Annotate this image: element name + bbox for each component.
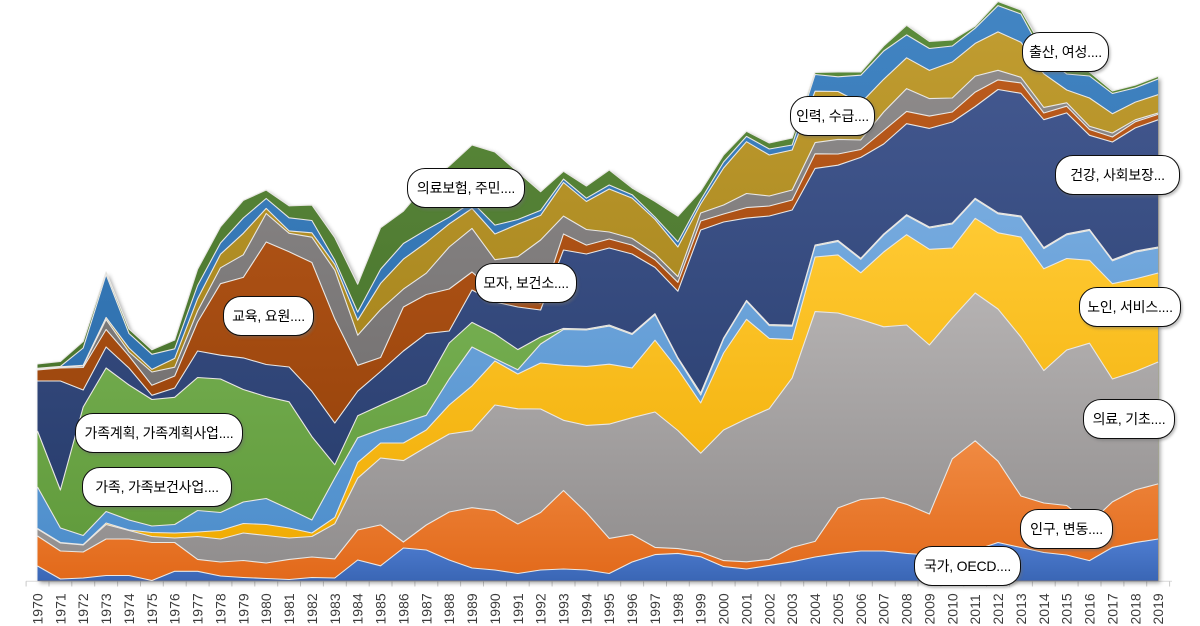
svg-text:1975: 1975 [144,593,160,624]
svg-text:2001: 2001 [739,593,755,624]
svg-text:1970: 1970 [30,593,46,624]
svg-text:1990: 1990 [487,593,503,624]
svg-text:1980: 1980 [258,593,274,624]
svg-text:2002: 2002 [761,593,777,624]
svg-text:1998: 1998 [670,593,686,624]
svg-text:1991: 1991 [510,593,526,624]
svg-text:1997: 1997 [647,593,663,624]
svg-text:1971: 1971 [52,593,68,624]
svg-text:2007: 2007 [876,593,892,624]
svg-text:1995: 1995 [601,593,617,624]
svg-text:1972: 1972 [75,593,91,624]
svg-text:1987: 1987 [418,593,434,624]
svg-text:2012: 2012 [990,593,1006,624]
svg-text:1976: 1976 [167,593,183,624]
svg-text:2004: 2004 [807,593,823,624]
svg-text:1979: 1979 [235,593,251,624]
svg-text:1974: 1974 [121,593,137,624]
svg-text:2006: 2006 [853,593,869,624]
svg-text:1983: 1983 [327,593,343,624]
svg-text:2003: 2003 [784,593,800,624]
svg-text:2014: 2014 [1036,593,1052,624]
svg-text:1984: 1984 [350,593,366,624]
svg-text:2009: 2009 [921,593,937,624]
svg-text:1992: 1992 [533,593,549,624]
svg-text:1996: 1996 [624,593,640,624]
svg-text:2000: 2000 [716,593,732,624]
svg-text:1982: 1982 [304,593,320,624]
svg-text:1981: 1981 [281,593,297,624]
svg-text:1985: 1985 [373,593,389,624]
svg-text:2008: 2008 [899,593,915,624]
svg-text:2017: 2017 [1104,593,1120,624]
svg-text:2015: 2015 [1059,593,1075,624]
svg-text:1978: 1978 [213,593,229,624]
svg-text:1973: 1973 [98,593,114,624]
svg-text:1994: 1994 [578,593,594,624]
svg-text:2018: 2018 [1127,593,1143,624]
svg-text:2016: 2016 [1082,593,1098,624]
svg-text:1999: 1999 [693,593,709,624]
svg-text:2013: 2013 [1013,593,1029,624]
svg-text:2005: 2005 [830,593,846,624]
svg-text:1986: 1986 [395,593,411,624]
svg-text:1988: 1988 [441,593,457,624]
svg-text:2011: 2011 [967,594,983,624]
svg-text:1977: 1977 [190,593,206,624]
svg-text:2010: 2010 [944,593,960,624]
svg-text:1989: 1989 [464,593,480,624]
svg-text:1993: 1993 [556,593,572,624]
svg-text:2019: 2019 [1150,593,1166,624]
